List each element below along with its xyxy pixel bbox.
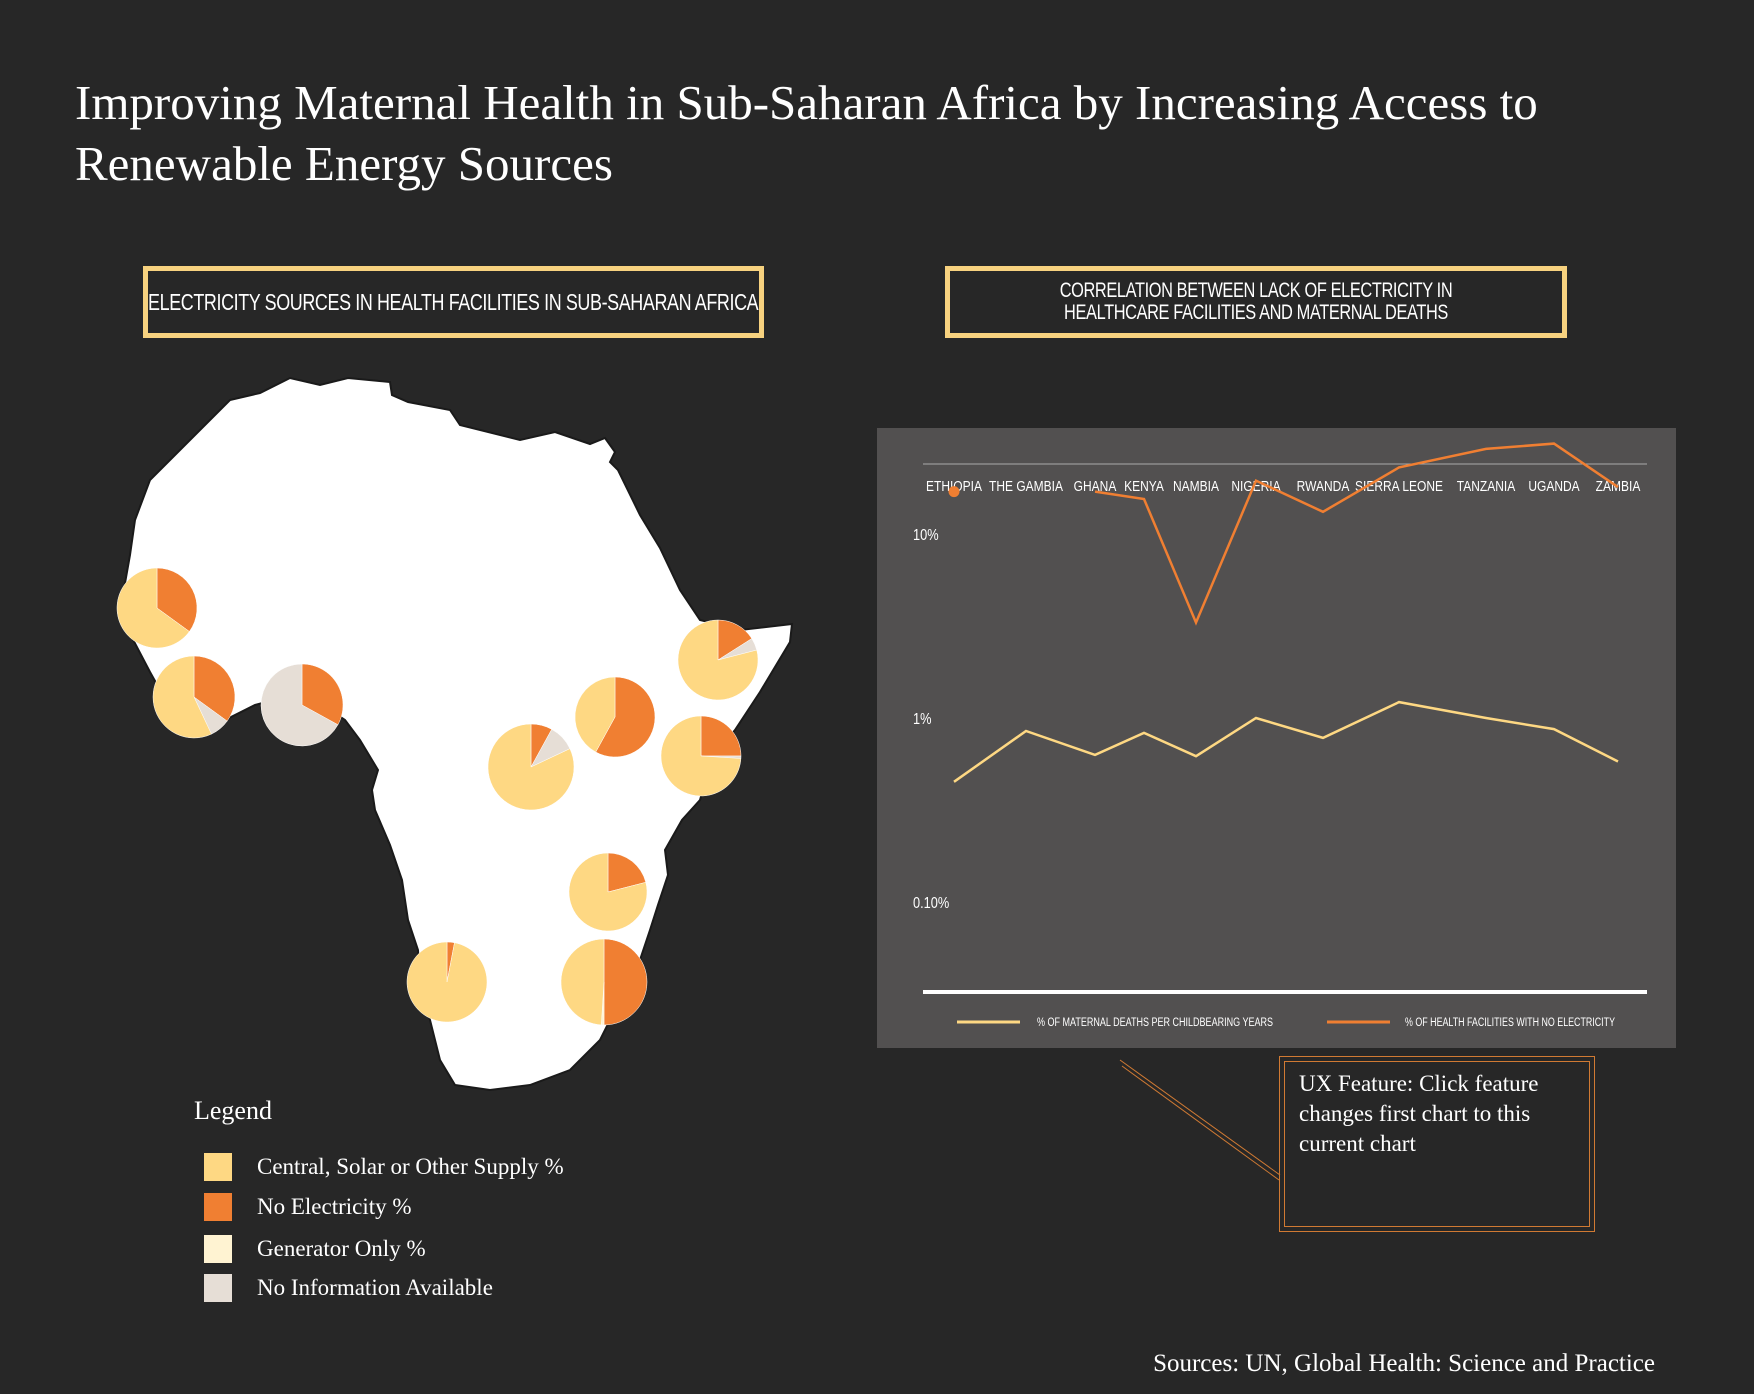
ux-note-text: UX Feature: Click feature changes first … [1299,1071,1539,1156]
legend-title: Legend [194,1096,272,1125]
chart-legend-label-no-electricity: % of health facilities with no electrici… [1405,1017,1615,1029]
legend-item-generator: Generator Only % [204,1234,426,1264]
category-label: TANZANIA [1457,478,1516,495]
category-labels: ETHIOPIA THE GAMBIA GHANA KENYA NAMBIA NIGERI… [926,478,1641,495]
pie-slice-central [487,723,575,811]
country-pie-chart[interactable] [574,676,656,758]
pie-slice-central [116,567,190,649]
pie-slice-central [152,655,212,739]
connector-line-2 [1121,1065,1280,1181]
legend-item-no-info: No Information Available [204,1273,493,1303]
ux-note-box: UX Feature: Click feature changes first … [1279,1056,1595,1232]
pie-slice-no-electricity [301,663,344,726]
pie-slice-no-electricity [700,715,742,757]
pie-charts-group[interactable] [116,567,759,1026]
country-pie-chart[interactable] [406,941,488,1023]
country-pie-chart[interactable] [260,663,344,747]
y-tick-label: 10% [913,527,939,545]
series-line-no-electricity [1094,442,1619,626]
country-pie-chart[interactable] [560,938,648,1026]
y-tick-label: 1% [913,711,932,729]
category-label: ETHIOPIA [926,478,983,495]
chart-legend-label-maternal: % of maternal deaths per childbearing ye… [1037,1017,1273,1029]
legend-swatch-generator [204,1235,232,1263]
series-lines [948,442,1619,783]
category-label: NIGERIA [1231,478,1281,495]
pie-slice-no-electricity [607,852,647,893]
category-label: THE GAMBIA [989,478,1064,495]
country-pie-chart[interactable] [116,567,198,649]
y-tick-labels: 10% 1% 0.10% [913,527,949,913]
pie-slice-central [560,938,605,1026]
pie-slice-central [574,676,616,753]
category-label: SIERRA LEONE [1355,478,1443,495]
legend-item-no-electricity: No Electricity % [204,1192,412,1222]
legend-label-generator: Generator Only % [257,1236,426,1261]
category-label: UGANDA [1528,478,1580,495]
pie-slice-no-electricity [193,655,236,722]
pie-slice-central [677,619,759,701]
country-pie-chart[interactable] [568,852,648,932]
category-label: RWANDA [1297,478,1350,495]
country-pie-chart[interactable] [660,715,742,797]
pie-slice-central [660,715,742,797]
legend-label-no-info: No Information Available [257,1275,493,1300]
pie-slice-no-info [260,663,339,747]
category-label: GHANA [1074,478,1117,495]
legend-label-central: Central, Solar or Other Supply % [257,1154,564,1179]
legend-label-no-electricity: No Electricity % [257,1194,412,1219]
category-label: NAMBIA [1173,478,1220,495]
connector-line-1 [1119,1059,1281,1176]
pie-slice-central [568,852,648,932]
pie-slice-central [406,941,488,1023]
line-chart[interactable]: ETHIOPIA THE GAMBIA GHANA KENYA NAMBIA NIGERI… [877,428,1676,1048]
africa-map [116,376,794,1092]
country-pie-chart[interactable] [487,723,575,811]
legend-swatch-central [204,1153,232,1181]
series-point [948,486,960,498]
pie-slice-no-electricity [603,938,648,1026]
page-title: Improving Maternal Health in Sub-Saharan… [75,75,1538,191]
map-section-heading-text: Electricity Sources in Health Facilities… [148,288,759,315]
series-line-maternal-deaths [953,700,1619,783]
country-pie-chart[interactable] [677,619,759,701]
chart-section-heading-text: Correlation between lack of electricity … [1059,279,1453,324]
sources-text: Sources: UN, Global Health: Science and … [1153,1350,1655,1377]
legend-swatch-no-electricity [204,1193,232,1221]
chart-section-heading: Correlation between lack of electricity … [945,266,1567,338]
legend-item-central: Central, Solar or Other Supply % [204,1152,564,1182]
chart-legend: % of maternal deaths per childbearing ye… [957,1017,1615,1029]
country-pie-chart[interactable] [152,655,236,739]
line-chart-panel[interactable]: ETHIOPIA THE GAMBIA GHANA KENYA NAMBIA NIGERI… [877,428,1676,1048]
pie-slice-no-electricity [595,676,656,758]
legend-swatch-no-info [204,1274,232,1302]
map-section-heading: Electricity Sources in Health Facilities… [143,266,764,338]
pie-slice-no-electricity [156,567,198,632]
y-tick-label: 0.10% [913,895,949,913]
category-label: KENYA [1124,478,1165,495]
